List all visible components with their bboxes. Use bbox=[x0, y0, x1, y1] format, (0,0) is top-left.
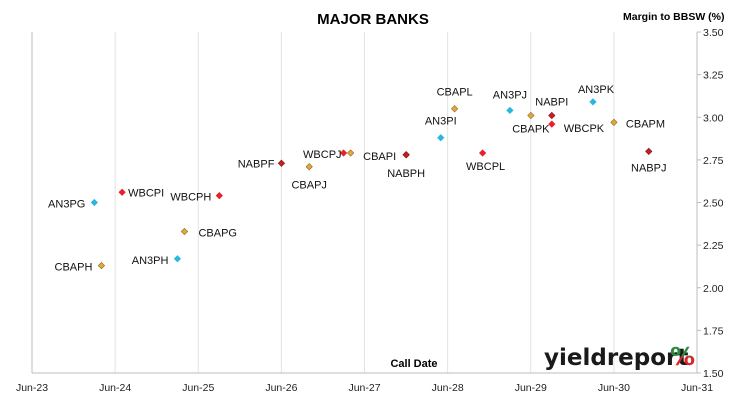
chart-title: MAJOR BANKS bbox=[317, 11, 429, 28]
grid-lines bbox=[114, 32, 615, 373]
data-label-nabpj: NABPJ bbox=[631, 162, 666, 174]
data-label-nabph: NABPH bbox=[387, 168, 425, 180]
data-label-an3ph: AN3PH bbox=[132, 255, 169, 267]
logo-percent-symbol: % bbox=[670, 342, 695, 371]
x-tick-label: Jun-29 bbox=[515, 382, 547, 394]
data-label-nabpf: NABPF bbox=[238, 158, 275, 170]
data-point-nabph bbox=[402, 151, 410, 159]
x-tick-label: Jun-25 bbox=[182, 382, 214, 394]
data-point-an3pj bbox=[506, 106, 514, 115]
data-label-wbcpj: WBCPJ bbox=[303, 149, 342, 161]
data-label-an3pj: AN3PJ bbox=[493, 89, 527, 101]
data-label-an3pg: AN3PG bbox=[48, 199, 85, 211]
data-label-cbapg: CBAPG bbox=[198, 227, 237, 239]
data-point-nabpf bbox=[277, 159, 286, 167]
data-point-wbcpk bbox=[548, 120, 556, 128]
y-tick-label: 2.50 bbox=[703, 198, 724, 210]
y-tick-label: 1.50 bbox=[703, 368, 724, 380]
data-point-wbcph bbox=[215, 192, 223, 200]
data-label-wbcpl: WBCPL bbox=[466, 161, 505, 173]
data-label-an3pk: AN3PK bbox=[578, 84, 615, 96]
x-tick-label: Jun-28 bbox=[432, 382, 464, 394]
data-point-cbapk bbox=[527, 111, 535, 120]
data-point-an3pg bbox=[90, 198, 98, 207]
x-axis-label: Call Date bbox=[390, 358, 437, 370]
y-tick-label: 2.75 bbox=[703, 155, 724, 167]
y-axis-ticks: 1.50 1.75 2.00 2.25 2.50 2.75 3.00 3.25 3.50 bbox=[697, 27, 724, 380]
x-tick-label: Jun-31 bbox=[681, 382, 713, 394]
data-label-wbcpk: WBCPK bbox=[564, 123, 605, 135]
data-point-nabpi bbox=[548, 111, 556, 120]
y-tick-label: 3.50 bbox=[703, 27, 724, 39]
y-tick-label: 3.00 bbox=[703, 112, 724, 124]
logo-text: yieldreport bbox=[544, 345, 688, 371]
y-tick-label: 2.25 bbox=[703, 240, 724, 252]
point-labels: AN3PG CBAPH WBCPI AN3PH CBAPG WBCPH NABPF CBAPJ… bbox=[48, 84, 666, 274]
data-label-cbapk: CBAPK bbox=[512, 124, 550, 136]
data-point-cbapm bbox=[610, 118, 618, 126]
data-point-nabpj bbox=[645, 147, 653, 155]
y-tick-label: 3.25 bbox=[703, 70, 724, 82]
x-axis-ticks: Jun-23 Jun-24 Jun-25 Jun-26 Jun-27 Jun-28 Jun-… bbox=[16, 382, 713, 394]
y-tick-label: 2.00 bbox=[703, 283, 724, 295]
y-tick-label: 1.75 bbox=[703, 325, 724, 337]
x-tick-label: Jun-24 bbox=[99, 382, 131, 394]
data-point-an3pk bbox=[589, 98, 597, 106]
data-label-cbapi: CBAPI bbox=[363, 151, 396, 163]
yieldreport-logo: yieldreport % bbox=[544, 342, 695, 371]
y-axis-label: Margin to BBSW (%) bbox=[623, 11, 725, 23]
data-point-wbcpi bbox=[118, 188, 126, 196]
data-point-wbcpj bbox=[339, 149, 348, 157]
data-point-an3pi bbox=[437, 134, 445, 142]
data-point-unlabeled bbox=[346, 149, 355, 157]
data-point-cbapj bbox=[305, 163, 313, 171]
data-label-cbapl: CBAPL bbox=[437, 87, 473, 99]
data-label-wbcpi: WBCPI bbox=[128, 187, 164, 199]
x-tick-label: Jun-27 bbox=[348, 382, 380, 394]
data-label-an3pi: AN3PI bbox=[425, 116, 457, 128]
data-label-cbapm: CBAPM bbox=[626, 118, 665, 130]
data-point-an3ph bbox=[173, 255, 182, 263]
x-tick-label: Jun-23 bbox=[16, 382, 48, 394]
data-point-cbaph bbox=[97, 261, 106, 270]
data-label-cbaph: CBAPH bbox=[55, 262, 93, 274]
x-tick-label: Jun-30 bbox=[598, 382, 630, 394]
data-label-nabpi: NABPI bbox=[535, 97, 568, 109]
data-point-wbcpl bbox=[478, 149, 487, 157]
data-point-cbapl bbox=[450, 105, 459, 113]
data-points bbox=[90, 98, 653, 270]
data-label-cbapj: CBAPJ bbox=[291, 180, 326, 192]
data-label-wbcph: WBCPH bbox=[170, 192, 211, 204]
data-point-cbapg bbox=[180, 227, 189, 236]
x-tick-label: Jun-26 bbox=[265, 382, 297, 394]
